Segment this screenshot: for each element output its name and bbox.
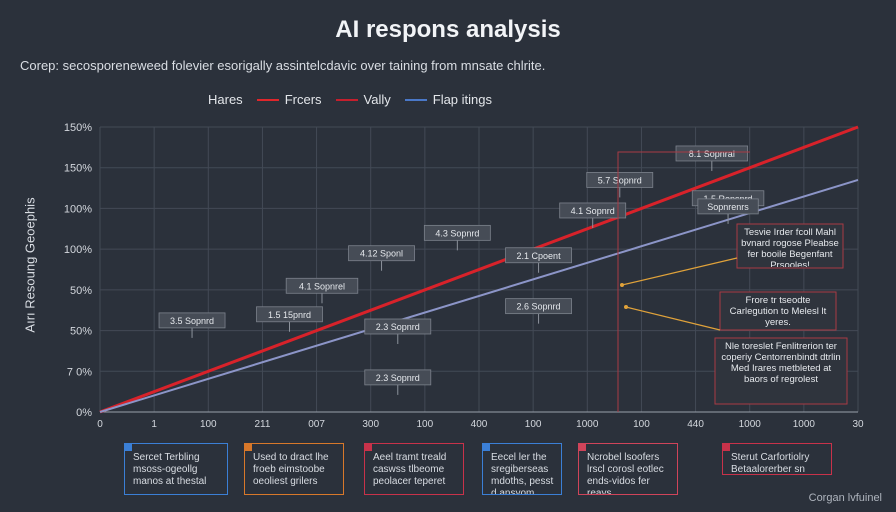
y-tick-label: 150% — [64, 122, 92, 134]
annotation-label: 2.1 Cpoent — [517, 251, 562, 261]
annotation-box — [364, 369, 432, 386]
callout-arrow-head — [624, 305, 628, 309]
annotation-box — [423, 224, 491, 241]
footer-box-4: Ncrobel lsoofers lrscl corosl eotlec end… — [578, 443, 678, 495]
annotation-box — [675, 145, 749, 162]
footer-box-marker — [125, 444, 132, 451]
chart-title: AI respons analysis — [335, 16, 561, 43]
annotation-label: 5.7 Sopnrd — [598, 175, 642, 185]
footer-box-text: Sterut Carfortiolry Betaalorerber sn — [731, 452, 810, 475]
callout-text: Nle toreslet Fenlitrerion ter coperiy Ce… — [721, 341, 841, 385]
annotation-label: 4.1 Sopnrd — [571, 206, 615, 216]
x-tick-label: 30 — [852, 419, 864, 430]
x-tick-label: 1000 — [739, 419, 762, 430]
footer-box-text: Eecel ler the sregiberseas mdoths, pesst… — [491, 452, 554, 495]
x-tick-label: 100 — [633, 419, 650, 430]
annotation-label: Sopnrenrs — [707, 202, 749, 212]
annotation-label: 2.6 Sopnrd — [517, 302, 561, 312]
annotation-box — [285, 277, 359, 294]
x-tick-label: 211 — [254, 419, 270, 430]
callout-text: Frore tr tseodte Carlegution to Melesl l… — [729, 295, 827, 328]
annotation-label: 3.5 Sopnrd — [170, 316, 214, 326]
series-line — [99, 125, 859, 414]
legend-item-2: Flap itings — [432, 92, 492, 107]
callout-box — [719, 291, 837, 331]
x-tick-label: 300 — [362, 419, 379, 430]
legend-swatch-0 — [256, 98, 279, 101]
annotation-label: 2.3 Sopnrd — [376, 322, 420, 332]
annotation-box — [697, 198, 759, 215]
footer-box-marker — [245, 444, 252, 451]
annotation-box — [364, 318, 432, 335]
footer-box-text: Ncrobel lsoofers lrscl corosl eotlec end… — [587, 452, 664, 495]
y-tick-label: 50% — [70, 285, 92, 297]
y-tick-label: 7 0% — [67, 366, 92, 378]
annotation-label: 8.1 Sopnral — [689, 149, 735, 159]
legend-swatch-1 — [335, 98, 358, 101]
annotation-box — [505, 247, 572, 264]
footer-box-marker — [579, 444, 586, 451]
callout-box — [714, 337, 848, 405]
x-tick-label: 100 — [200, 419, 217, 430]
y-tick-label: 150% — [64, 163, 92, 175]
x-tick-label: 100 — [525, 419, 542, 430]
x-tick-label: 007 — [308, 419, 325, 430]
y-tick-label: 100% — [64, 244, 92, 256]
annotation-label: 1.5 15pnrd — [268, 310, 311, 320]
callout-text-holder: Frore tr tseodte Carlegution to Melesl l… — [729, 295, 827, 328]
legend-item-0: Frcers — [284, 92, 322, 107]
footer-box-marker — [723, 444, 730, 451]
callout-arrow-head — [620, 283, 624, 287]
x-tick-label: 400 — [471, 419, 488, 430]
annotation-box — [256, 306, 323, 323]
footer-box-1: Used to dract lhe froeb eimstoobe oeolie… — [244, 443, 344, 495]
annotation-box — [559, 202, 627, 219]
callout-text-holder: Nle toreslet Fenlitrerion ter coperiy Ce… — [721, 341, 841, 385]
brand-watermark: Corgan lvfuinel — [808, 492, 882, 504]
footer-box-3: Eecel ler the sregiberseas mdoths, pesst… — [482, 443, 562, 495]
legend-swatch-2 — [404, 98, 427, 101]
x-tick-label: 0 — [97, 419, 103, 430]
callout-text: Tesvie Irder fcoll Mahl bvnard rogose Pl… — [741, 227, 839, 267]
x-tick-label: 1 — [151, 419, 157, 430]
chart-subtitle: Corep: secosporeneweed folevier esorigal… — [20, 58, 546, 73]
annotation-label: 4.12 Sponl — [360, 249, 403, 259]
y-tick-label: 50% — [70, 326, 92, 338]
footer-box-text: Sercet Terbling msoss-ogeollg manos at t… — [133, 452, 207, 487]
footer-box-marker — [365, 444, 372, 451]
annotation-label: 4.1 Sopnrel — [299, 281, 345, 291]
annotation-label: 4.3 Sopnrd — [435, 228, 479, 238]
annotation-label: 2.3 Sopnrd — [376, 373, 420, 383]
x-tick-label: 440 — [687, 419, 704, 430]
legend-label: Hares — [208, 92, 243, 107]
annotation-box — [158, 312, 226, 329]
callout-box — [736, 223, 844, 269]
callout-arrow — [621, 257, 738, 286]
x-tick-label: 1000 — [793, 419, 816, 430]
x-tick-label: 1000 — [576, 419, 599, 430]
annotation-box — [348, 245, 415, 262]
series-line — [99, 178, 859, 413]
x-tick-label: 100 — [417, 419, 434, 430]
footer-box-text: Aeel tramt treald caswss tlbeome peolace… — [373, 452, 447, 487]
callout-arrow — [625, 306, 721, 331]
footer-box-marker — [483, 444, 490, 451]
annotation-box — [586, 172, 654, 188]
legend-item-1: Vally — [363, 92, 391, 107]
bracket-line — [617, 151, 750, 412]
y-tick-label: 0% — [76, 407, 92, 419]
legend: Hares Frcers Vally Flap itings — [208, 92, 506, 107]
annotation-box — [505, 298, 572, 315]
footer-box-text: Used to dract lhe froeb eimstoobe oeolie… — [253, 452, 329, 487]
y-tick-label: 100% — [64, 203, 92, 215]
footer-box-0: Sercet Terbling msoss-ogeollg manos at t… — [124, 443, 228, 495]
callout-text-holder: Tesvie Irder fcoll Mahl bvnard rogose Pl… — [741, 227, 839, 267]
footer-box-5: Sterut Carfortiolry Betaalorerber sn — [722, 443, 832, 475]
footer-box-2: Aeel tramt treald caswss tlbeome peolace… — [364, 443, 464, 495]
